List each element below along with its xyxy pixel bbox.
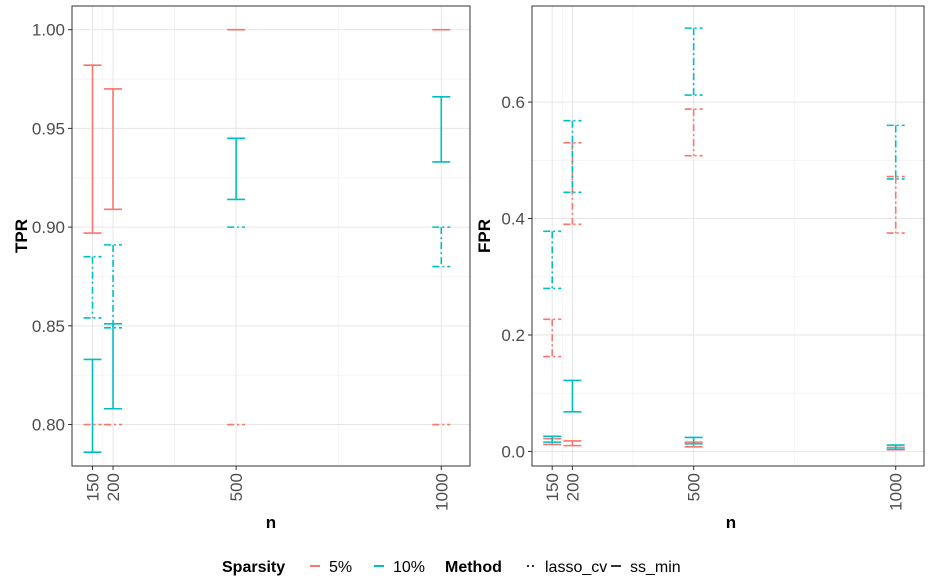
fpr-x-tick-label: 500 (685, 473, 704, 501)
fpr-errorbars (543, 27, 905, 451)
tpr-panel: 0.80 0.85 0.90 0.95 1.00 150 200 500 1000 TPR n (12, 5, 471, 532)
tpr-errorbar-10pct-ss-min-n1000 (432, 96, 451, 163)
fpr-errorbar-path (563, 119, 582, 194)
fpr-errorbar-5pct-lasso-cv-n500 (684, 108, 703, 157)
fpr-x-axis-title: n (726, 513, 736, 532)
fpr-y-axis-title: FPR (475, 219, 494, 253)
tpr-errorbar-10pct-lasso-cv-n200 (104, 244, 123, 329)
fpr-panel-border (531, 5, 925, 467)
tpr-y-tick-label: 0.80 (32, 416, 65, 435)
tpr-x-axis-title: n (266, 513, 276, 532)
fpr-errorbar-10pct-lasso-cv-n150 (543, 230, 562, 290)
tpr-panel-border (71, 5, 471, 467)
legend-label-10pct: 10% (393, 559, 425, 576)
tpr-errorbar-10pct-ss-min-n500 (227, 137, 246, 201)
legend-label-ss-min: ss_min (630, 559, 681, 576)
tpr-errorbar-5pct-ss-min-n150 (83, 64, 102, 234)
fpr-errorbar-10pct-ss-min-n500 (684, 436, 703, 445)
fpr-errorbar-path (684, 27, 703, 96)
tpr-errorbar-path (83, 64, 102, 234)
tpr-x-ticks: 150 200 500 1000 (84, 466, 451, 511)
tpr-errorbar-path (432, 96, 451, 163)
tpr-errorbar-10pct-ss-min-n150 (83, 358, 102, 453)
fpr-errorbar-path (684, 108, 703, 157)
fpr-errorbar-path (543, 230, 562, 290)
tpr-x-tick-label: 500 (227, 473, 246, 501)
fpr-y-tick-label: 0.4 (501, 210, 525, 229)
fpr-errorbar-path (886, 444, 905, 450)
tpr-y-ticks: 0.80 0.85 0.90 0.95 1.00 (32, 21, 72, 435)
fpr-errorbar-10pct-lasso-cv-n1000 (886, 124, 905, 180)
fpr-y-tick-label: 0.0 (501, 442, 525, 461)
tpr-errorbar-10pct-lasso-cv-n150 (83, 255, 102, 319)
fpr-errorbar-path (684, 436, 703, 445)
tpr-y-tick-label: 0.85 (32, 317, 65, 336)
tpr-errorbar-path (104, 244, 123, 329)
fpr-errorbar-path (886, 124, 905, 180)
tpr-errorbar-path (83, 255, 102, 319)
fpr-x-ticks: 150 200 500 1000 (543, 466, 906, 511)
tpr-errorbar-path (432, 226, 451, 268)
tpr-y-tick-label: 0.95 (32, 119, 65, 138)
legend-label-5pct: 5% (329, 559, 352, 576)
tpr-errorbar-10pct-lasso-cv-n1000 (432, 226, 451, 268)
fpr-y-tick-label: 0.2 (501, 326, 525, 345)
fpr-x-tick-label: 150 (543, 473, 562, 501)
fpr-y-tick-label: 0.6 (501, 93, 525, 112)
tpr-y-tick-label: 1.00 (32, 21, 65, 40)
fpr-errorbar-5pct-lasso-cv-n150 (543, 318, 562, 358)
tpr-y-tick-label: 0.90 (32, 218, 65, 237)
legend-label-lasso-cv: lasso_cv (545, 559, 607, 576)
tpr-errorbar-path (227, 137, 246, 201)
tpr-errorbar-path (83, 358, 102, 453)
tpr-errorbar-path (104, 88, 123, 211)
fpr-errorbar-path (563, 379, 582, 413)
fpr-errorbar-10pct-lasso-cv-n200 (563, 119, 582, 194)
tpr-plot-background (72, 6, 470, 466)
fpr-errorbar-10pct-ss-min-n150 (543, 435, 562, 443)
fpr-plot-background (532, 6, 924, 466)
tpr-x-tick-label: 200 (104, 473, 123, 501)
legend-method-title: Method (445, 559, 502, 576)
fpr-panel: 0.0 0.2 0.4 0.6 150 200 500 1000 FPR n (475, 5, 925, 532)
fpr-errorbar-10pct-ss-min-n200 (563, 379, 582, 413)
fpr-errorbar-path (543, 318, 562, 358)
fpr-x-tick-label: 1000 (887, 473, 906, 511)
fpr-x-tick-label: 200 (563, 473, 582, 501)
fpr-errorbar-path (563, 440, 582, 447)
tpr-errorbar-5pct-ss-min-n200 (104, 88, 123, 211)
fpr-y-ticks: 0.0 0.2 0.4 0.6 (501, 93, 532, 461)
tpr-x-tick-label: 150 (84, 473, 103, 501)
fpr-errorbar-10pct-lasso-cv-n500 (684, 27, 703, 96)
fpr-errorbar-5pct-ss-min-n200 (563, 440, 582, 447)
legend-sparsity-title: Sparsity (222, 559, 285, 576)
tpr-y-axis-title: TPR (12, 219, 31, 253)
fpr-errorbar-10pct-ss-min-n1000 (886, 444, 905, 450)
legend: Sparsity 5% 10% Method lasso_cv ss_min (222, 559, 681, 576)
tpr-errorbars (83, 28, 451, 453)
tpr-x-tick-label: 1000 (432, 473, 451, 511)
fpr-errorbar-path (543, 435, 562, 443)
